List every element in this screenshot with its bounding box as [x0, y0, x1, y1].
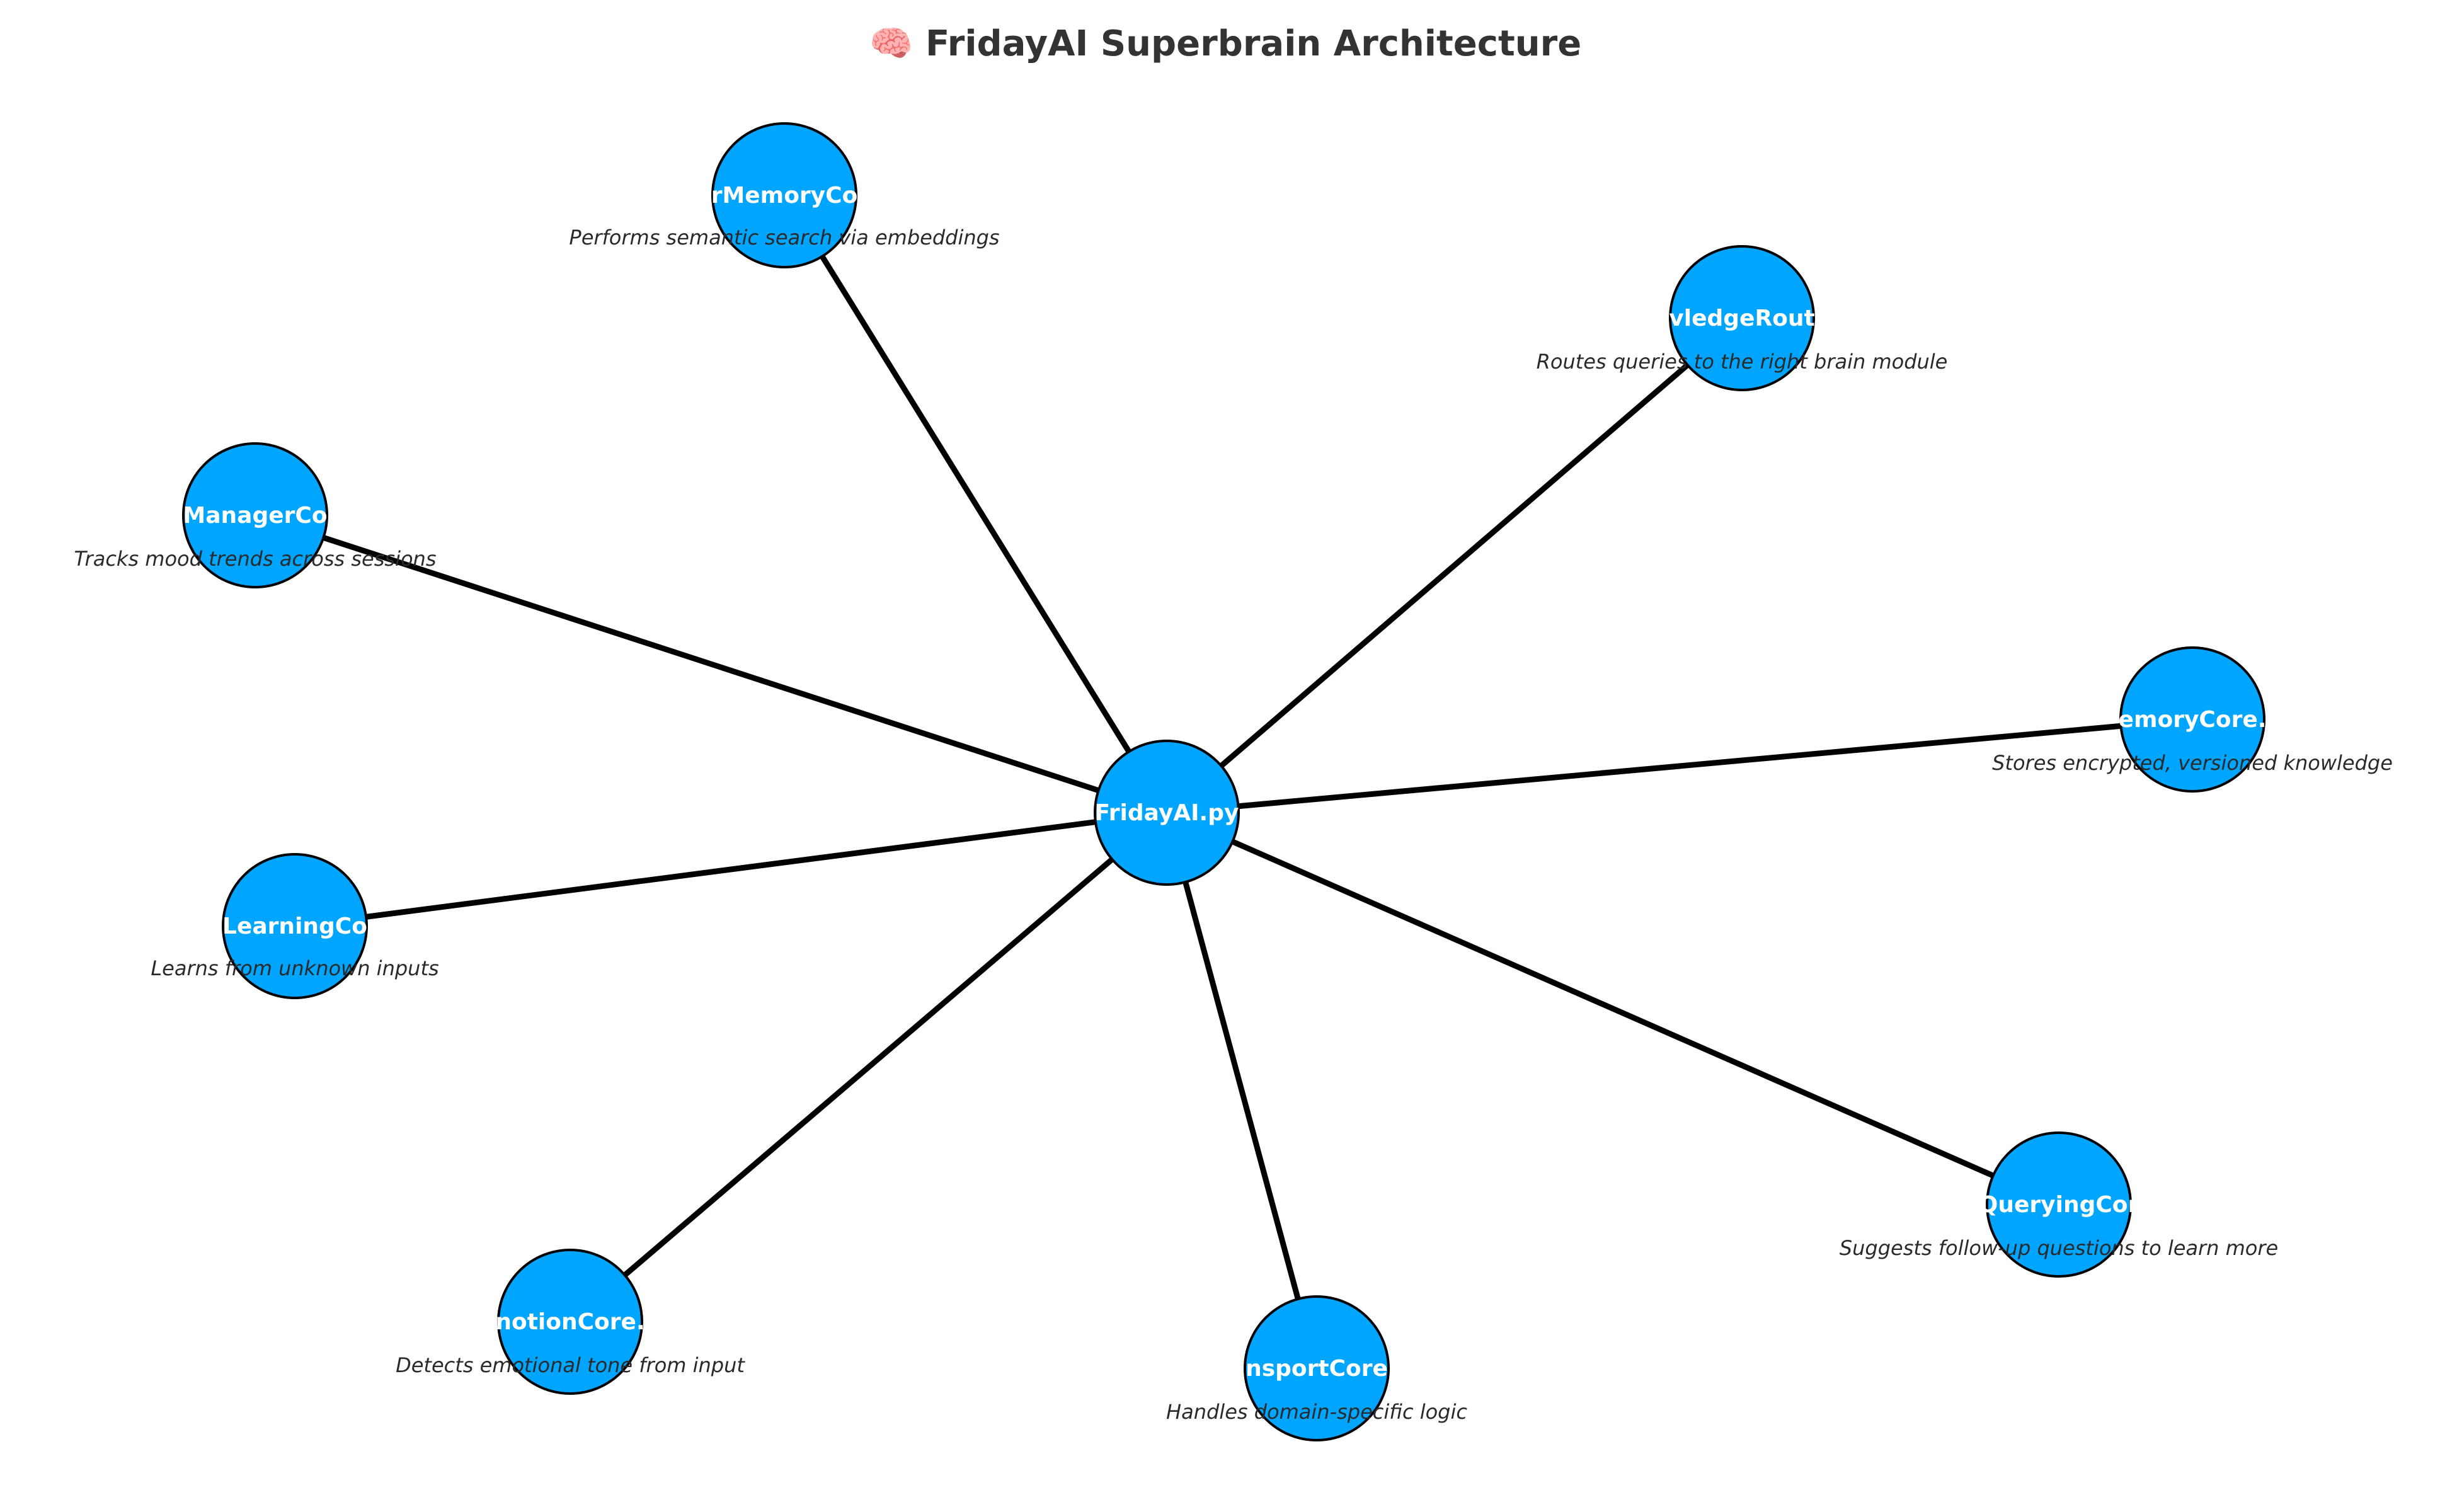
node-description: Tracks mood trends across sessions: [74, 547, 436, 571]
node-circle: [1669, 245, 1815, 391]
node-knowledge-router[interactable]: vledgeRout Routes queries to the right b…: [1537, 245, 1948, 391]
node-description: Suggests follow-up questions to learn mo…: [1840, 1236, 2278, 1260]
node-description: Stores encrypted, versioned knowledge: [1992, 751, 2393, 775]
node-circle: [2119, 646, 2265, 793]
edge-memory-core: [1164, 716, 2196, 816]
node-circle: [222, 853, 368, 999]
node-memory-core[interactable]: emoryCore. Stores encrypted, versioned k…: [1992, 646, 2393, 793]
node-label: nsportCore: [1246, 1356, 1388, 1382]
node-circle: [1986, 1131, 2132, 1278]
node-label: emoryCore.: [2119, 707, 2267, 733]
node-vector-memory-core[interactable]: rMemoryCo Performs semantic search via e…: [569, 122, 1000, 268]
node-description: Handles domain-specific logic: [1166, 1400, 1467, 1424]
edge-querying-core: [1164, 810, 2062, 1208]
node-label: LearningCo: [222, 914, 367, 939]
node-transport-core[interactable]: nsportCore Handles domain-specific logic: [1166, 1295, 1467, 1441]
node-description: Routes queries to the right brain module: [1537, 350, 1948, 374]
node-label: FridayAI.py: [1095, 800, 1239, 826]
node-querying-core[interactable]: QueryingCor Suggests follow-up questions…: [1840, 1131, 2278, 1278]
edge-vector-memory-core: [781, 192, 1170, 816]
node-mood-manager-core[interactable]: ManagerCo Tracks mood trends across sess…: [74, 442, 437, 588]
node-circle: [497, 1249, 643, 1395]
node-description: Performs semantic search via embeddings: [569, 226, 999, 249]
edges-layer: [252, 192, 2196, 1372]
node-center-fridayai[interactable]: FridayAI.py: [1094, 740, 1240, 886]
node-label: ManagerCo: [183, 503, 327, 529]
edge-mood-manager-core: [252, 512, 1170, 816]
node-description: Learns from unknown inputs: [151, 956, 438, 980]
node-label: vledgeRout: [1669, 306, 1814, 331]
edge-emotion-core: [567, 810, 1170, 1325]
node-circle: [711, 122, 857, 268]
nodes-layer: rMemoryCo Performs semantic search via e…: [74, 122, 2393, 1441]
edge-transport-core: [1164, 810, 1320, 1372]
node-circle: [182, 442, 328, 588]
edge-learning-core: [292, 810, 1170, 929]
node-description: Detects emotional tone from input: [396, 1353, 745, 1377]
node-circle: [1244, 1295, 1390, 1441]
edge-knowledge-router: [1164, 315, 1745, 816]
node-label: QueryingCor: [1979, 1192, 2139, 1218]
diagram-title: 🧠 FridayAI Superbrain Architecture: [869, 23, 1581, 64]
node-label: notionCore.: [495, 1309, 644, 1335]
node-learning-core[interactable]: LearningCo Learns from unknown inputs: [151, 853, 439, 999]
node-emotion-core[interactable]: notionCore. Detects emotional tone from …: [396, 1249, 745, 1395]
node-label: rMemoryCo: [711, 183, 858, 209]
node-circle: [1094, 740, 1240, 886]
